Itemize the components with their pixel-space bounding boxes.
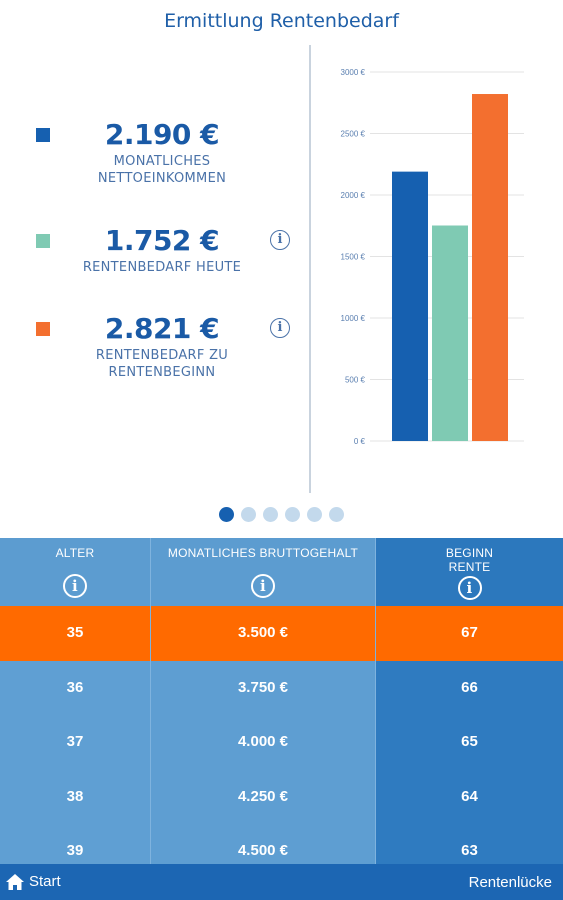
- table-row[interactable]: 37 4.000 €65: [0, 715, 563, 770]
- pension-gap-button[interactable]: Rentenlücke: [468, 874, 552, 891]
- cell-retirement-start: 65: [376, 715, 563, 770]
- page-dot[interactable]: [263, 507, 278, 522]
- page-title: Ermittlung Rentenbedarf: [164, 10, 399, 32]
- bar-chart: 0 € 500 € 1000 € 1500 € 2000 € 2500 € 3000 €: [312, 58, 563, 458]
- cell-retirement-start: 63: [376, 824, 563, 864]
- kpi-value: 2.190 €: [104, 118, 220, 151]
- page-dot[interactable]: [285, 507, 300, 522]
- header-retirement-line2: RENTE: [448, 560, 491, 574]
- start-label: Start: [29, 873, 61, 890]
- y-tick-label: 1500 €: [341, 253, 366, 262]
- cell-retirement-start: 64: [376, 769, 563, 824]
- cell-salary: 3.500 €: [151, 606, 376, 661]
- start-button[interactable]: Start: [6, 873, 61, 890]
- page-dot[interactable]: [241, 507, 256, 522]
- cell-salary: 4.250 €: [151, 769, 376, 824]
- legend-square-need-today: [36, 234, 50, 248]
- header-age-label: ALTER: [55, 546, 95, 560]
- page-indicator: [0, 507, 563, 522]
- cell-salary: 4.500 €: [151, 824, 376, 864]
- page-dot[interactable]: [219, 507, 234, 522]
- info-icon[interactable]: i: [251, 574, 275, 598]
- cell-age: 35: [0, 606, 151, 661]
- cell-salary: 3.750 €: [151, 660, 376, 715]
- info-icon[interactable]: i: [270, 230, 290, 250]
- header-salary-label: MONATLICHES BRUTTOGEHALT: [167, 546, 359, 560]
- table-row[interactable]: 36 3.750 €66: [0, 660, 563, 715]
- home-icon: [6, 873, 24, 890]
- cell-salary: 4.000 €: [151, 715, 376, 770]
- table-header: ALTER i MONATLICHES BRUTTOGEHALT i BEGIN…: [0, 538, 563, 606]
- header-retirement-line1: BEGINN: [445, 546, 494, 560]
- cell-age: 39: [0, 824, 151, 864]
- salary-table: ALTER i MONATLICHES BRUTTOGEHALT i BEGIN…: [0, 538, 563, 864]
- kpi-label-line1: RENTENBEDARF HEUTE: [82, 260, 242, 275]
- cell-age: 37: [0, 715, 151, 770]
- page-dot[interactable]: [329, 507, 344, 522]
- table-row[interactable]: 39 4.500 €63: [0, 824, 563, 864]
- info-icon[interactable]: i: [63, 574, 87, 598]
- table-body: 35 3.500 €67 36 3.750 €66 37 4.000 €65 38 4.250…: [0, 606, 563, 864]
- bottom-navigation-bar: Start Rentenlücke: [0, 864, 563, 900]
- kpi-label-line2: NETTOEINKOMMEN: [97, 171, 227, 186]
- kpi-value: 2.821 €: [104, 312, 220, 345]
- page-dot[interactable]: [307, 507, 322, 522]
- vertical-divider: [309, 45, 311, 493]
- bar: [432, 225, 468, 441]
- kpi-label-line1: MONATLICHES: [113, 154, 211, 169]
- table-row[interactable]: 35 3.500 €67: [0, 606, 563, 661]
- y-tick-label: 0 €: [354, 437, 366, 446]
- y-tick-label: 1000 €: [341, 314, 366, 323]
- table-row[interactable]: 38 4.250 €64: [0, 769, 563, 824]
- info-icon[interactable]: i: [457, 576, 482, 600]
- legend-square-need-retirement: [36, 322, 50, 336]
- cell-retirement-start: 66: [376, 660, 563, 715]
- header-age: ALTER i: [0, 538, 151, 606]
- kpi-label-line2: RENTENBEGINN: [108, 365, 216, 380]
- cell-age: 36: [0, 660, 151, 715]
- y-tick-label: 3000 €: [341, 68, 366, 77]
- kpi-label-line1: RENTENBEDARF ZU: [95, 348, 229, 363]
- y-tick-label: 2500 €: [341, 130, 366, 139]
- y-tick-label: 500 €: [345, 376, 366, 385]
- header-salary: MONATLICHES BRUTTOGEHALT i: [151, 538, 376, 606]
- bar-chart-svg: 0 € 500 € 1000 € 1500 € 2000 € 2500 € 3000 €: [341, 68, 524, 446]
- bar: [472, 94, 508, 441]
- bar: [392, 171, 428, 441]
- y-tick-label: 2000 €: [341, 191, 366, 200]
- cell-retirement-start: 67: [376, 606, 563, 661]
- header-retirement-start: BEGINN RENTE i: [376, 538, 563, 606]
- kpi-value: 1.752 €: [104, 224, 220, 257]
- info-icon[interactable]: i: [270, 318, 290, 338]
- cell-age: 38: [0, 769, 151, 824]
- legend-square-net-income: [36, 128, 50, 142]
